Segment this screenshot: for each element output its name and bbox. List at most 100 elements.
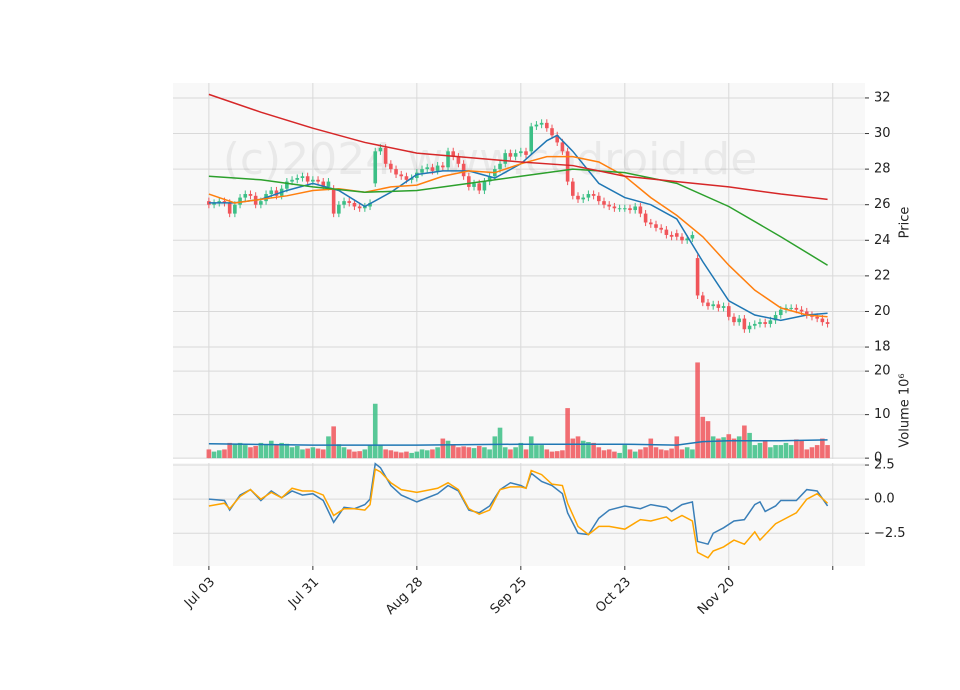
candle-body: [742, 318, 747, 330]
candle-body: [721, 306, 726, 308]
y-tick-label: 10: [874, 407, 891, 422]
volume-bar: [570, 438, 576, 459]
candle-body: [456, 156, 461, 164]
candle-body: [560, 142, 565, 152]
volume-bar: [632, 451, 638, 459]
volume-bar: [638, 449, 643, 459]
volume-bar: [601, 450, 607, 459]
volume-bar: [232, 444, 238, 459]
volume-bar: [430, 449, 435, 459]
volume-bar: [336, 444, 342, 459]
candle-body: [467, 176, 471, 187]
volume-bar: [393, 451, 399, 459]
y-tick-label: 18: [874, 340, 891, 355]
candle-body: [248, 194, 253, 196]
candle-body: [446, 151, 450, 168]
candle-body: [581, 197, 586, 200]
candle-body: [617, 208, 622, 210]
x-tick-label: Sep 25: [488, 575, 531, 618]
candle-body: [591, 194, 596, 196]
candle-body: [513, 153, 518, 157]
candle-body: [794, 307, 799, 310]
volume-bar: [586, 442, 591, 459]
volume-bar: [612, 451, 617, 459]
candle-body: [628, 208, 632, 211]
candle-body: [378, 147, 383, 152]
volume-bar: [825, 445, 830, 459]
panel-background: [173, 83, 865, 362]
candle-body: [768, 320, 773, 324]
volume-bar: [643, 447, 648, 459]
candle-body: [529, 126, 534, 152]
candle-body: [716, 304, 721, 308]
candle-body: [586, 194, 591, 198]
volume-bar: [539, 445, 544, 459]
candle-body: [425, 167, 430, 170]
volume-bar: [378, 445, 383, 459]
volume-bar: [424, 450, 430, 459]
candle-body: [243, 194, 248, 198]
volume-bar: [414, 451, 420, 459]
candle-body: [383, 147, 388, 164]
candle-body: [295, 178, 300, 180]
volume-bar: [794, 439, 799, 459]
candle-body: [300, 176, 305, 179]
y-tick-label: 20: [874, 364, 891, 379]
candle-body: [758, 322, 762, 324]
candle-body: [342, 201, 346, 205]
volume-bar: [476, 445, 482, 459]
volume-bar: [341, 447, 347, 459]
y-tick-label: 0: [874, 451, 882, 466]
candle-body: [711, 304, 715, 307]
volume-bar: [627, 449, 633, 459]
volume-bar: [497, 427, 503, 459]
volume-bar: [320, 449, 326, 459]
volume-bar: [648, 438, 654, 459]
volume-bar: [294, 445, 300, 459]
volume-bar: [445, 440, 451, 459]
volume-bar: [450, 445, 456, 459]
line-series: [208, 155, 828, 318]
line-series: [208, 467, 829, 559]
volume-bar: [575, 436, 581, 459]
candle-body: [503, 153, 508, 164]
candle-body: [347, 201, 352, 203]
volume-bar: [669, 448, 674, 459]
candle-body: [576, 195, 580, 200]
volume-bar: [492, 436, 498, 459]
volume-bar: [747, 432, 752, 459]
candle-body: [680, 236, 684, 241]
candle-body: [435, 165, 440, 171]
candle-body: [472, 183, 476, 187]
candle-body: [545, 122, 549, 129]
candle-body: [498, 163, 502, 170]
volume-bar: [768, 447, 773, 459]
panel-background: [173, 463, 865, 566]
candle-body: [331, 188, 336, 214]
volume-bar: [346, 449, 352, 459]
candle-body: [337, 204, 341, 214]
volume-bar: [456, 447, 461, 459]
volume-bar: [331, 426, 336, 459]
volume-bar: [248, 447, 253, 459]
volume-bar: [508, 449, 513, 459]
candle-body: [352, 202, 357, 207]
candle-body: [550, 128, 554, 136]
volume-bar: [710, 436, 716, 459]
volume-bar: [362, 449, 368, 459]
volume-bar: [279, 442, 284, 459]
candle-body: [763, 322, 767, 324]
y-axis-label: Price: [898, 207, 913, 239]
volume-bar: [326, 436, 331, 459]
x-tick-label: Jul 03: [181, 575, 218, 612]
candle-body: [638, 206, 643, 214]
candle-body: [555, 135, 560, 143]
volume-bar: [695, 362, 700, 459]
candle-body: [420, 169, 424, 173]
candle-body: [290, 179, 294, 182]
volume-bar: [487, 449, 492, 459]
y-tick-label: 32: [874, 90, 891, 105]
candle-body: [399, 174, 404, 177]
volume-bar: [799, 440, 804, 459]
candle-body: [633, 206, 637, 211]
